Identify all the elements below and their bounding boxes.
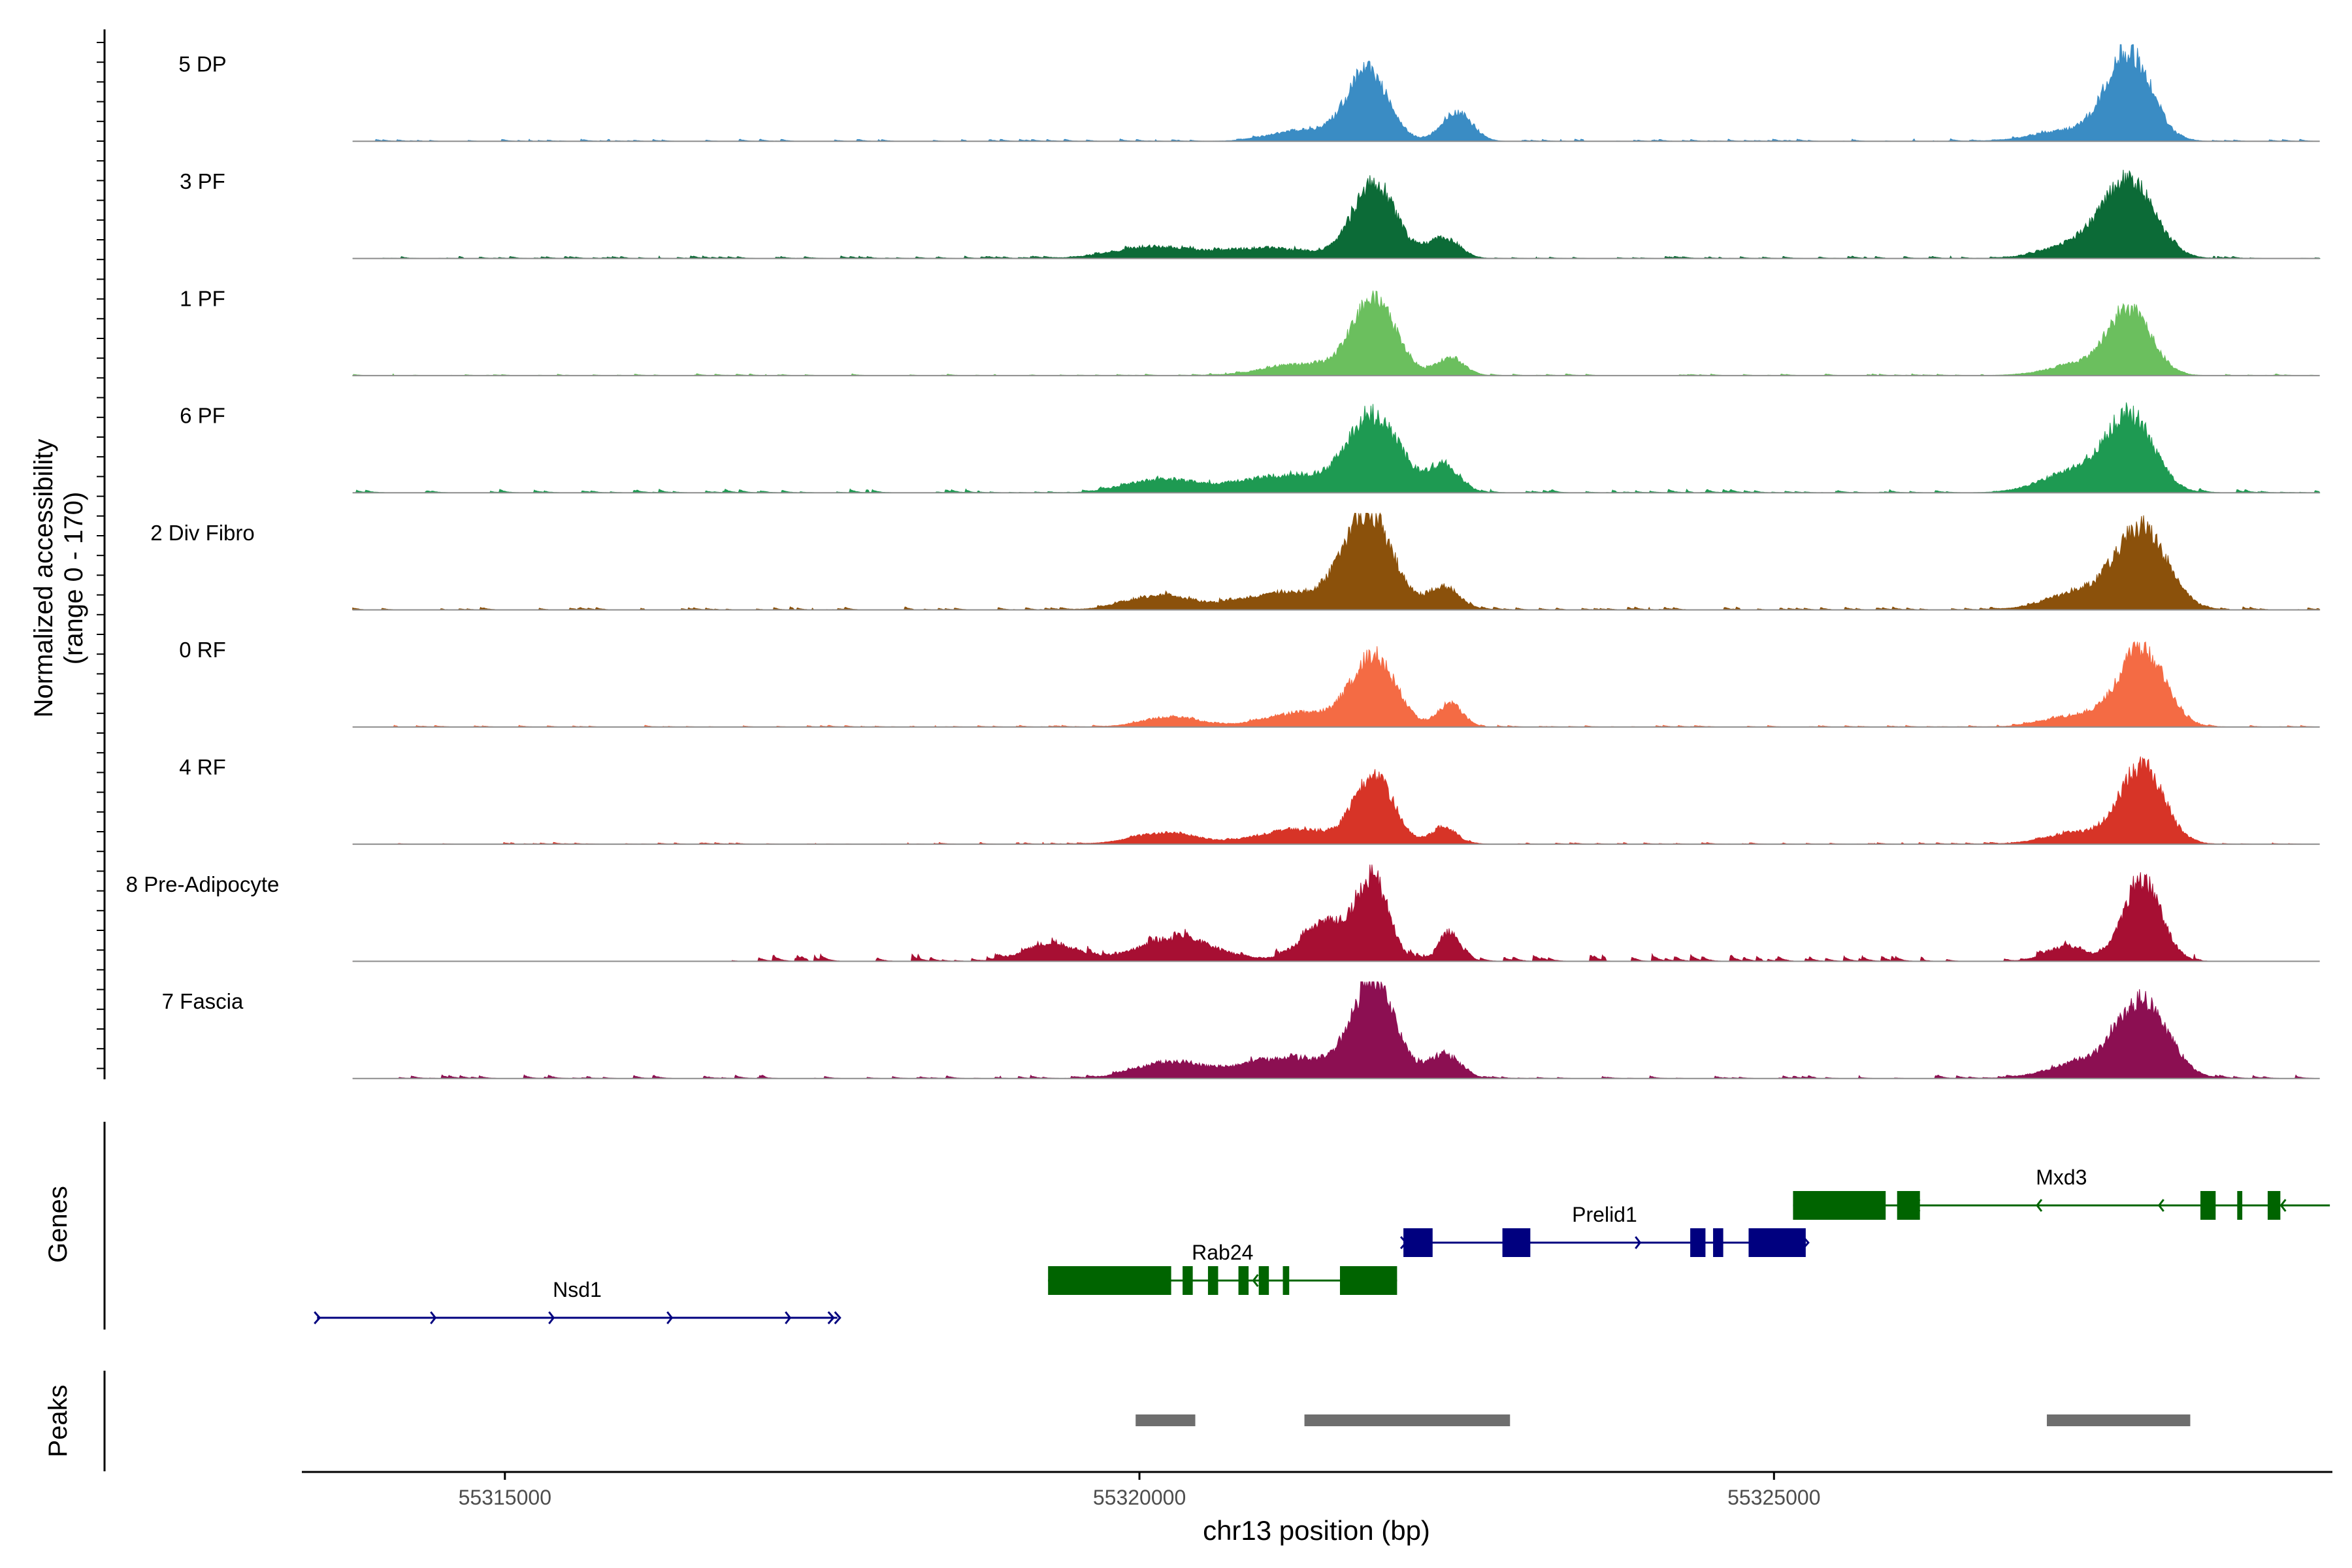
peak-region: [2046, 1414, 2191, 1426]
strand-arrow: [314, 1311, 321, 1324]
coverage-panel: 5 DP 3 PF 1 PF 6 PF 2 Div Fibro 0 RF 4 RF 8 Pre…: [97, 29, 2321, 1079]
track-label: 1 PF: [180, 286, 225, 310]
track-8-pre-adipocyte: 8 Pre-Adipocyte: [126, 864, 2320, 962]
exon: [1748, 1228, 1806, 1257]
gene-prelid1: Prelid1: [1399, 1203, 1810, 1257]
exon: [1502, 1228, 1531, 1257]
exon: [2237, 1191, 2243, 1220]
strand-arrow: [827, 1311, 835, 1324]
strand-arrow: [430, 1311, 437, 1324]
track-label: 0 RF: [179, 638, 226, 662]
track-label: 4 RF: [179, 755, 226, 779]
track-label: 7 Fascia: [162, 989, 244, 1013]
x-axis-title: chr13 position (bp): [1203, 1515, 1430, 1546]
exon: [1403, 1228, 1433, 1257]
exon: [1048, 1266, 1171, 1295]
gene-mxd3: Mxd3: [1793, 1166, 2330, 1220]
strand-arrow: [1635, 1236, 1642, 1249]
strand-arrow: [2279, 1199, 2287, 1212]
strand-arrow: [548, 1311, 555, 1324]
track-1-pf: 1 PF: [180, 286, 2320, 376]
gene-nsd1: Nsd1: [314, 1278, 841, 1324]
exon: [1238, 1266, 1249, 1295]
x-tick-label: 55325000: [1727, 1486, 1820, 1509]
y-axis-range-label: (range 0 - 170): [59, 492, 88, 665]
gene-label: Rab24: [1192, 1241, 1253, 1264]
exon: [1258, 1266, 1269, 1295]
track-7-fascia: 7 Fascia: [162, 981, 2320, 1079]
x-tick-label: 55315000: [459, 1486, 551, 1509]
coverage-area: [352, 169, 2321, 259]
exon: [1793, 1191, 1886, 1220]
track-4-rf: 4 RF: [179, 755, 2320, 845]
strand-arrow: [1252, 1274, 1259, 1287]
exon: [1897, 1191, 1920, 1220]
track-label: 5 DP: [178, 52, 226, 76]
track-3-pf: 3 PF: [180, 169, 2321, 259]
track-6-pf: 6 PF: [180, 402, 2321, 494]
track-label: 8 Pre-Adipocyte: [126, 872, 280, 896]
exon: [1690, 1228, 1706, 1257]
exon: [1713, 1228, 1723, 1257]
track-label: 6 PF: [180, 404, 225, 428]
strand-arrow: [785, 1311, 792, 1324]
track-2-div-fibro: 2 Div Fibro: [150, 512, 2321, 611]
peaks-axis-label: Peaks: [44, 1384, 73, 1457]
strand-arrow: [666, 1311, 674, 1324]
exon: [1339, 1266, 1397, 1295]
track-label: 2 Div Fibro: [150, 521, 255, 545]
strand-arrow: [2157, 1199, 2164, 1212]
strand-arrow: [834, 1311, 841, 1324]
genes-axis-label: Genes: [44, 1186, 73, 1263]
gene-rab24: Rab24: [1048, 1241, 1397, 1295]
exon: [1183, 1266, 1193, 1295]
track-0-rf: 0 RF: [179, 638, 2320, 728]
exon: [2267, 1191, 2281, 1220]
track-label: 3 PF: [180, 169, 225, 193]
x-tick-label: 55320000: [1093, 1486, 1186, 1509]
genes-panel: Nsd1 Rab24 Prelid1 Mxd3: [103, 1122, 2330, 1330]
gene-label: Prelid1: [1572, 1203, 1637, 1226]
exon: [1207, 1266, 1218, 1295]
peak-region: [1135, 1414, 1196, 1426]
gene-label: Nsd1: [553, 1278, 602, 1301]
exon: [2200, 1191, 2216, 1220]
track-5-dp: 5 DP: [178, 44, 2320, 142]
gene-label: Mxd3: [2036, 1166, 2087, 1189]
peak-region: [1304, 1414, 1511, 1426]
y-axis-label: Normalized accessibility: [29, 439, 58, 718]
strand-arrow: [2036, 1199, 2043, 1212]
exon: [1282, 1266, 1290, 1295]
peaks-panel: [103, 1371, 2191, 1471]
x-axis: 55315000 55320000 55325000: [302, 1471, 2332, 1509]
